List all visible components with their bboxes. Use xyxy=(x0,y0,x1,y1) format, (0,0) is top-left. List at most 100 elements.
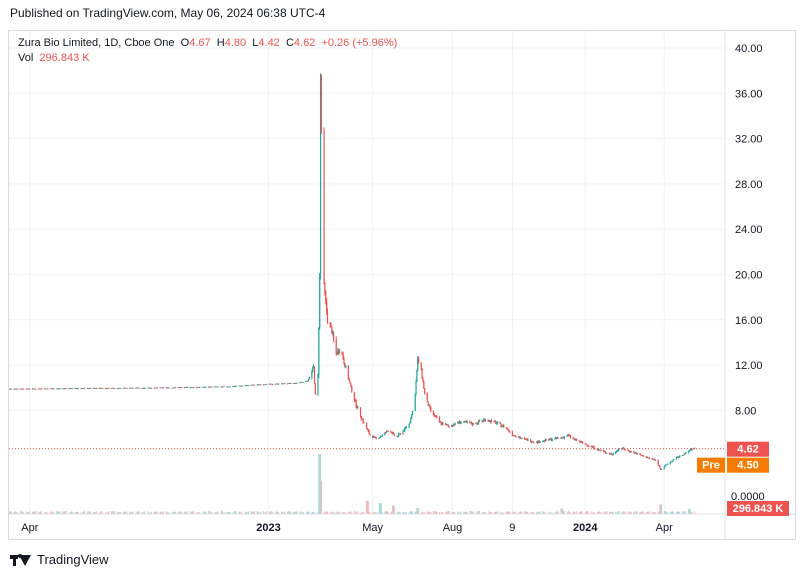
volume-bar xyxy=(550,512,552,514)
volume-bar xyxy=(391,512,393,514)
volume-bar xyxy=(345,512,347,514)
symbol-description[interactable]: Zura Bio Limited, 1D, Cboe One xyxy=(18,37,175,49)
candle-body xyxy=(538,440,540,443)
volume-bar xyxy=(202,512,204,514)
candle-body xyxy=(572,437,574,439)
volume-bar xyxy=(159,512,161,514)
volume-value: 296.843 K xyxy=(39,52,90,64)
candle-body xyxy=(543,440,546,442)
candle-body xyxy=(665,464,667,466)
candle-body xyxy=(323,130,325,283)
time-axis[interactable]: Apr 2023 May Aug 9 2024 Apr xyxy=(21,522,673,534)
price-chart[interactable]: 40.00 36.00 32.00 28.00 24.00 20.00 16.00 12.00… xyxy=(9,31,795,539)
candle-body xyxy=(339,351,341,353)
volume-bar xyxy=(533,512,535,514)
candle-body xyxy=(569,435,571,437)
volume-bar xyxy=(476,511,478,514)
candle-body xyxy=(640,454,642,456)
candle-body xyxy=(604,451,606,453)
candle-body xyxy=(135,387,138,389)
volume-bar xyxy=(550,512,552,514)
volume-bar xyxy=(327,511,329,514)
volume-bar xyxy=(28,512,30,514)
volume-bar xyxy=(378,511,380,514)
candle-body xyxy=(266,383,268,385)
volume-bar xyxy=(356,512,358,514)
volume-bar xyxy=(153,511,155,514)
volume-bar xyxy=(386,511,388,514)
volume-bar xyxy=(426,511,428,514)
candle-body xyxy=(585,444,587,445)
volume-bar xyxy=(573,511,575,514)
volume-bar xyxy=(119,512,121,514)
candle-body xyxy=(27,388,29,390)
candle-body xyxy=(86,388,88,389)
candle-body xyxy=(320,75,323,131)
price-axis[interactable]: 40.00 36.00 32.00 28.00 24.00 20.00 16.00 12.00… xyxy=(735,43,763,417)
volume-bar xyxy=(75,512,77,514)
volume-bar xyxy=(592,512,594,514)
volume-bar xyxy=(126,512,128,514)
candle-body xyxy=(588,445,590,447)
volume-bars xyxy=(9,454,696,514)
volume-bar xyxy=(652,512,654,514)
volume-bar xyxy=(543,512,545,514)
candle-body xyxy=(65,388,67,390)
volume-bar xyxy=(457,511,459,514)
candle-body xyxy=(683,453,685,456)
candle-body xyxy=(177,387,179,389)
candle-body xyxy=(325,292,327,301)
volume-bar xyxy=(53,511,55,514)
volume-row: Vol 296.843 K xyxy=(18,51,397,66)
volume-bar xyxy=(305,512,307,514)
volume-bar xyxy=(57,511,59,514)
volume-bar xyxy=(191,511,193,514)
candle-body xyxy=(117,388,119,390)
volume-bar xyxy=(21,512,23,514)
volume-bar xyxy=(149,512,151,514)
volume-bar xyxy=(654,512,656,514)
volume-bar xyxy=(168,512,170,514)
volume-bar xyxy=(51,512,53,514)
candle-body xyxy=(256,384,258,386)
volume-bar xyxy=(95,512,97,514)
candle-body xyxy=(630,451,632,453)
volume-bar xyxy=(432,511,434,514)
volume-bar xyxy=(363,512,365,514)
volume-bar xyxy=(623,512,625,514)
candle-body xyxy=(142,387,145,389)
candle-body xyxy=(34,388,36,390)
candle-body xyxy=(166,387,168,389)
candle-body xyxy=(281,383,283,385)
candle-body xyxy=(444,424,447,425)
volume-bar xyxy=(451,512,453,514)
volume-bar xyxy=(666,512,668,514)
candle-body xyxy=(122,388,125,389)
volume-bar xyxy=(677,511,679,514)
volume-bar xyxy=(337,512,339,514)
volume-bar xyxy=(161,512,163,514)
volume-bar xyxy=(539,511,541,514)
candle-body xyxy=(233,386,235,388)
volume-bar xyxy=(660,504,662,514)
candle-body xyxy=(137,387,139,389)
candle-body xyxy=(651,458,653,460)
candle-body xyxy=(580,441,582,443)
volume-bar xyxy=(254,511,256,514)
candle-body xyxy=(153,387,155,389)
volume-bar xyxy=(19,511,21,514)
candle-body xyxy=(277,384,279,385)
candle-body xyxy=(187,387,189,388)
volume-bar xyxy=(575,512,577,514)
footer-brand[interactable]: TradingView xyxy=(10,552,109,567)
candle-body xyxy=(451,425,454,427)
volume-bar xyxy=(330,511,332,514)
candle-body xyxy=(245,385,247,387)
volume-bar xyxy=(642,511,644,514)
candle-body xyxy=(423,381,425,389)
candle-body xyxy=(280,383,283,385)
volume-bar xyxy=(137,511,139,514)
volume-bar xyxy=(9,512,10,514)
candle-body xyxy=(433,413,435,417)
candle-body xyxy=(405,427,408,429)
